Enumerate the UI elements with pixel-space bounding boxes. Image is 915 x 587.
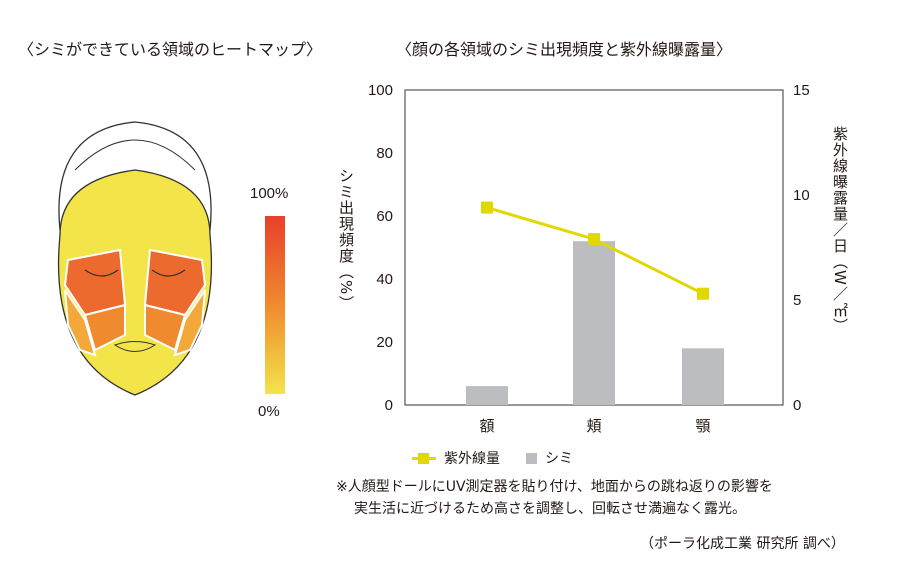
legend-spot-swatch bbox=[526, 452, 537, 464]
chart: 0 20 40 60 80 100 0 5 10 15 額 頬 顎 bbox=[368, 82, 810, 435]
y-axis-label: シミ出現頻度（%） bbox=[337, 168, 355, 312]
bar-頬 bbox=[573, 241, 615, 405]
y-tick-label: 40 bbox=[376, 271, 393, 288]
y2-axis-label: 紫外線曝露量／日（W／㎡） bbox=[831, 126, 849, 334]
y-tick-label: 20 bbox=[376, 334, 393, 351]
scale-max-label: 100% bbox=[250, 185, 289, 202]
x-tick-label: 顎 bbox=[695, 418, 710, 435]
legend-uv-swatch bbox=[412, 452, 436, 464]
y2-tick-label: 0 bbox=[793, 397, 801, 414]
y-tick-label: 100 bbox=[368, 82, 393, 99]
y2-tick-label: 15 bbox=[793, 82, 810, 99]
source-note: （ポーラ化成工業 研究所 調べ） bbox=[640, 536, 845, 552]
y-tick-label: 80 bbox=[376, 145, 393, 162]
bar-顎 bbox=[682, 348, 724, 405]
y2-tick-label: 10 bbox=[793, 187, 810, 204]
note-line-1: ※人顔型ドールにUV測定器を貼り付け、地面からの跳ね返りの影響を bbox=[336, 479, 773, 495]
heatmap-color-scale bbox=[265, 216, 285, 394]
y-tick-label: 0 bbox=[385, 397, 393, 414]
legend-uv-label: 紫外線量 bbox=[444, 451, 500, 467]
bar-額 bbox=[466, 386, 508, 405]
uv-point-額 bbox=[481, 201, 493, 214]
note-line-2: 実生活に近づけるため高さを調整し、回転させ満遍なく露光。 bbox=[354, 501, 746, 517]
legend: 紫外線量 シミ bbox=[412, 448, 573, 468]
legend-spot-label: シミ bbox=[545, 451, 573, 467]
heatmap-title: 〈シミができている領域のヒートマップ〉 bbox=[18, 40, 323, 59]
uv-point-顎 bbox=[697, 287, 709, 300]
y2-tick-label: 5 bbox=[793, 292, 801, 309]
y-tick-label: 60 bbox=[376, 208, 393, 225]
uv-point-頬 bbox=[588, 233, 600, 246]
chart-title: 〈顔の各領域のシミ出現頻度と紫外線曝露量〉 bbox=[396, 40, 733, 59]
x-tick-label: 頬 bbox=[586, 418, 601, 435]
face-heatmap bbox=[57, 121, 213, 396]
scale-min-label: 0% bbox=[258, 403, 280, 420]
x-tick-label: 額 bbox=[479, 418, 494, 435]
